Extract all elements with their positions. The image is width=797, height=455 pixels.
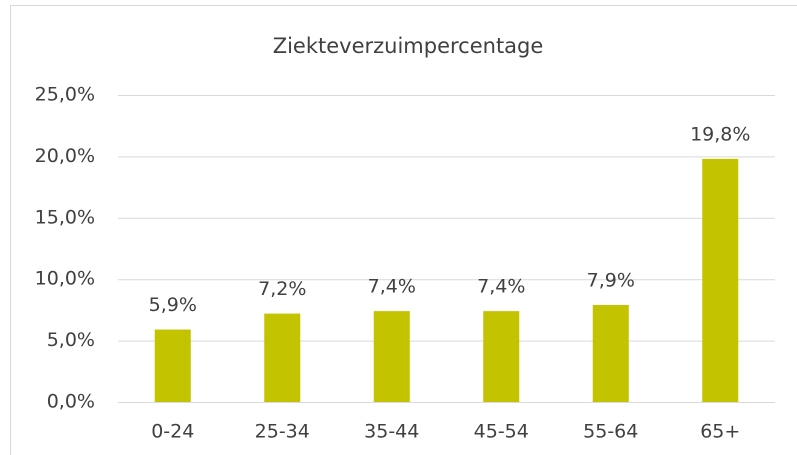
data-label: 19,8% [690,123,750,145]
y-tick-label: 5,0% [47,329,95,351]
data-label: 7,9% [587,269,635,291]
bar [592,304,629,402]
x-tick-label: 35-44 [364,421,419,443]
y-tick-label: 10,0% [35,268,95,290]
y-tick-label: 0,0% [47,391,95,413]
data-label: 5,9% [149,294,197,316]
data-label: 7,4% [368,276,416,298]
x-tick-label: 45-54 [474,421,529,443]
y-tick-label: 15,0% [35,206,95,228]
x-tick-label: 0-24 [151,421,194,443]
y-tick-label: 20,0% [35,145,95,167]
y-tick-label: 25,0% [35,84,95,106]
chart-title: Ziekteverzuimpercentage [273,34,544,58]
data-label: 7,2% [258,278,306,300]
x-tick-label: 25-34 [255,421,310,443]
bar [154,329,191,402]
x-tick-label: 65+ [700,421,740,443]
bar [702,158,739,402]
data-label: 7,4% [477,276,525,298]
bar [264,313,301,402]
x-tick-label: 55-64 [583,421,638,443]
bar [373,311,410,402]
bar [483,311,520,402]
